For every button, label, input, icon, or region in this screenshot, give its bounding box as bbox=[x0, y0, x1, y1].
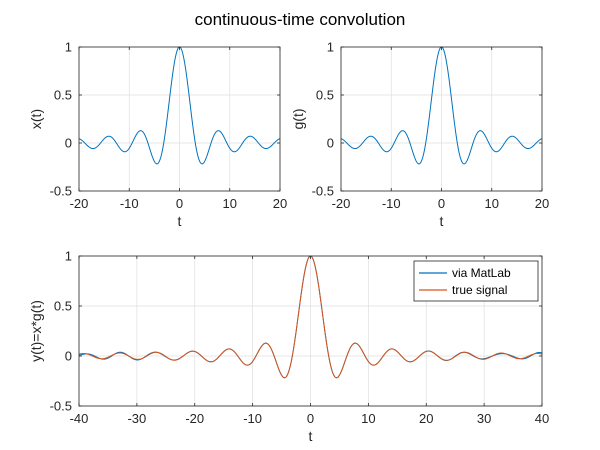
y-tick-label: -0.5 bbox=[50, 184, 72, 199]
y-tick-label: 0.5 bbox=[54, 299, 72, 314]
x-axis-label: t bbox=[440, 213, 444, 229]
y-tick-label: 1 bbox=[65, 40, 72, 55]
y-tick-label: 0 bbox=[65, 136, 72, 151]
y-tick-label: -0.5 bbox=[50, 399, 72, 414]
y-axis-label: g(t) bbox=[290, 109, 306, 130]
legend-label: via MatLab bbox=[452, 266, 511, 280]
legend-label: true signal bbox=[452, 283, 507, 297]
x-tick-label: 20 bbox=[535, 196, 549, 211]
y-tick-label: 1 bbox=[327, 40, 334, 55]
x-axis-label: t bbox=[178, 213, 182, 229]
axes-bottom: -40 -30 -20 -10 0 10 20 30 40 -0.5 0 0.5 1 t y(t)=x*g(… bbox=[28, 249, 549, 445]
axes-top-left: -20 -10 0 10 20 -0.5 0 0.5 1 t x(t) bbox=[28, 40, 287, 230]
x-tick-label: -20 bbox=[332, 196, 351, 211]
x-tick-label: -10 bbox=[382, 196, 401, 211]
axes-top-right: -20 -10 0 10 20 -0.5 0 0.5 1 t g(t) bbox=[290, 40, 549, 230]
x-tick-label: 20 bbox=[273, 196, 287, 211]
x-tick-label: 10 bbox=[361, 411, 375, 426]
x-tick-label: 0 bbox=[307, 411, 314, 426]
x-tick-label: 10 bbox=[485, 196, 499, 211]
x-tick-label: -10 bbox=[120, 196, 139, 211]
x-tick-label: -40 bbox=[70, 411, 89, 426]
x-tick-label: 30 bbox=[477, 411, 491, 426]
y-tick-label: 0.5 bbox=[316, 88, 334, 103]
x-tick-label: 20 bbox=[419, 411, 433, 426]
y-tick-label: 0 bbox=[327, 136, 334, 151]
y-tick-label: 1 bbox=[65, 249, 72, 264]
y-tick-label: 0.5 bbox=[54, 88, 72, 103]
y-axis-label: x(t) bbox=[28, 109, 44, 129]
x-axis-label: t bbox=[309, 428, 313, 444]
y-tick-label: 0 bbox=[65, 349, 72, 364]
x-tick-label: -30 bbox=[127, 411, 146, 426]
x-tick-label: 10 bbox=[223, 196, 237, 211]
legend: via MatLab true signal bbox=[413, 260, 539, 302]
x-tick-label: -20 bbox=[185, 411, 204, 426]
figure-title: continuous-time convolution bbox=[195, 10, 406, 29]
y-axis-label: y(t)=x*g(t) bbox=[28, 300, 44, 362]
x-tick-label: 0 bbox=[176, 196, 183, 211]
x-tick-label: 0 bbox=[438, 196, 445, 211]
x-tick-label: 40 bbox=[535, 411, 549, 426]
x-tick-label: -20 bbox=[70, 196, 89, 211]
y-tick-label: -0.5 bbox=[312, 184, 334, 199]
x-tick-label: -10 bbox=[243, 411, 262, 426]
legend-box bbox=[413, 260, 539, 302]
